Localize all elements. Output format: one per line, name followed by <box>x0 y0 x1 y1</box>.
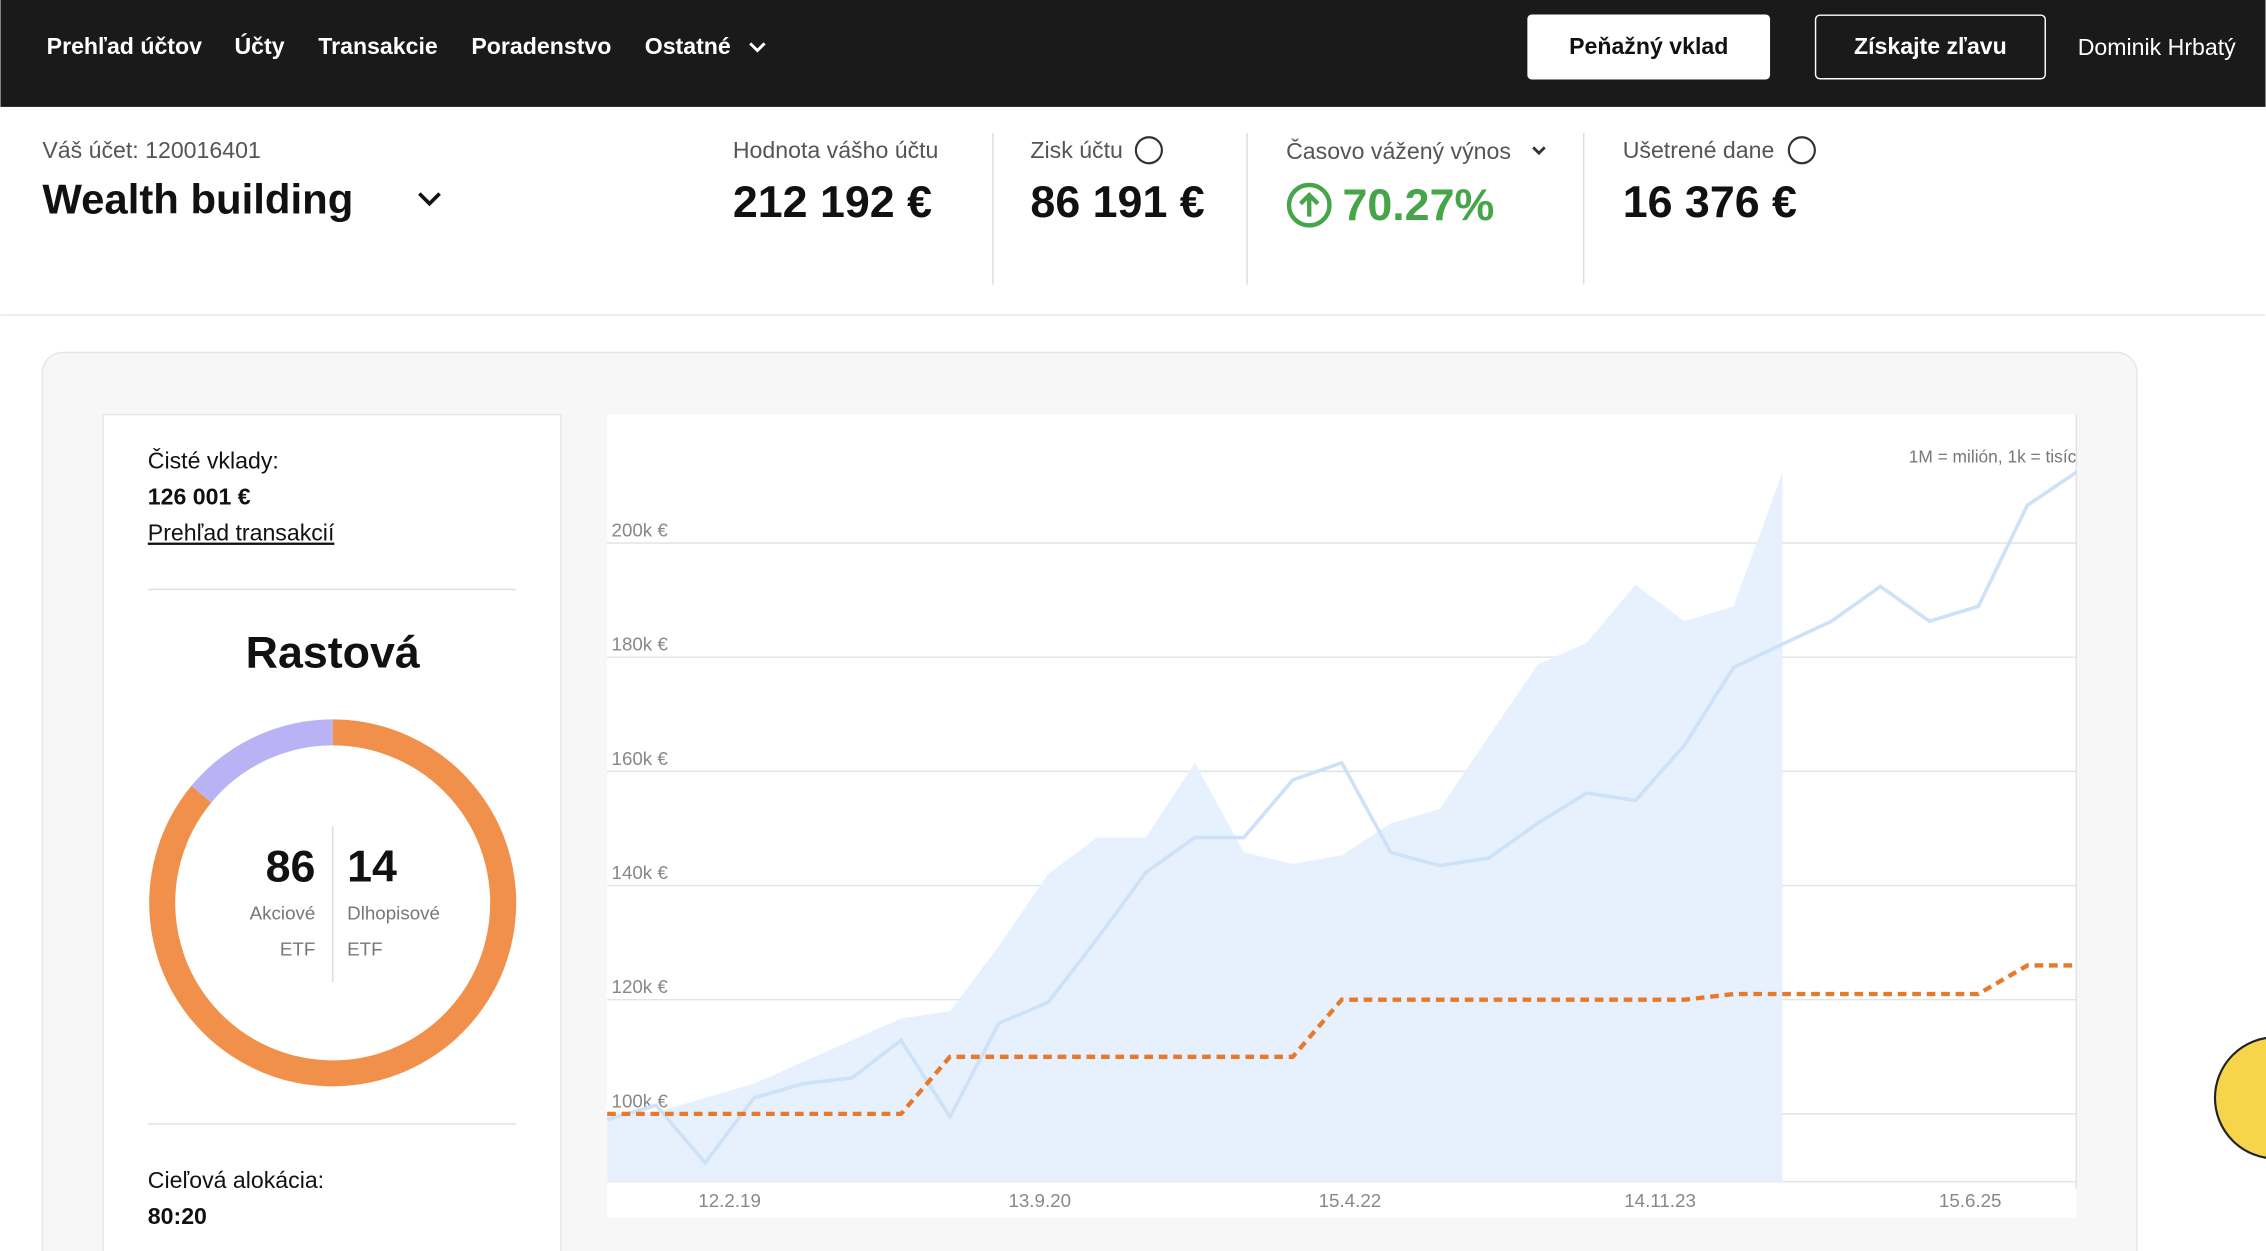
x-tick-label: 13.9.20 <box>1008 1190 1071 1211</box>
nav-item[interactable]: Poradenstvo <box>471 33 611 59</box>
stat-label: Ušetrené dane <box>1623 137 1775 163</box>
allocation-label: Dlhopisové <box>347 902 440 923</box>
allocation-label: ETF <box>347 938 382 959</box>
nav-item[interactable]: Účty <box>234 32 284 59</box>
button-label: Získajte zľavu <box>1854 33 2007 59</box>
stat-value: 86 191 € <box>1030 177 1204 227</box>
nav-item[interactable]: Prehľad účtov <box>47 33 202 59</box>
account-name[interactable]: Wealth building <box>42 175 353 222</box>
target-value: 80:20 <box>148 1203 207 1229</box>
donut: 86 Akciové ETF 14 Dlhopisové ETF <box>149 719 517 1087</box>
x-tick-label: 12.2.19 <box>698 1190 761 1211</box>
donut-segment <box>191 719 333 803</box>
stat-label[interactable]: Časovo vážený výnos <box>1286 137 1511 164</box>
chevron[interactable] <box>1532 146 1546 156</box>
button-label: Peňažný vklad <box>1569 33 1728 59</box>
info-icon[interactable] <box>1134 136 1163 165</box>
value-line <box>606 470 2078 1166</box>
chat-button[interactable] <box>2213 1036 2266 1159</box>
y-tick-label: 140k € <box>612 862 669 883</box>
account-number: Váš účet: 120016401 <box>42 137 260 163</box>
allocation-label: Akciové <box>250 902 316 923</box>
y-tick-label: 120k € <box>612 976 669 997</box>
deposit-button[interactable] <box>1527 14 1771 80</box>
stat-label: Hodnota vášho účtu <box>733 137 939 163</box>
deposits-value: 126 001 € <box>148 483 251 509</box>
area <box>607 472 1783 1182</box>
stat-value: 16 376 € <box>1623 177 1797 227</box>
y-tick-label: 160k € <box>612 748 669 769</box>
user-name[interactable]: Dominik Hrbatý <box>2078 34 2236 60</box>
donut-segment <box>149 719 517 1087</box>
y-tick-label: 200k € <box>612 519 669 540</box>
stat-label: Zisk účtu <box>1030 137 1122 163</box>
allocation-label: ETF <box>280 938 315 959</box>
transactions-link[interactable]: Prehľad transakcií <box>148 520 335 546</box>
x-tick-label: 15.6.25 <box>1939 1190 2002 1211</box>
info-icon[interactable] <box>1787 136 1816 165</box>
chart: 100k €120k €140k €160k €180k €200k €12.2… <box>606 414 2078 1211</box>
stat-value: 212 192 € <box>733 177 932 227</box>
chevron[interactable] <box>418 192 441 207</box>
stat-value: 70.27% <box>1342 180 1494 230</box>
nav-item[interactable]: Transakcie <box>318 33 438 59</box>
deposits-label: Čisté vklady: <box>148 446 279 473</box>
annotation: 1M = milión, 1k = tisíc <box>1909 447 2077 467</box>
strategy-name: Rastová <box>246 628 420 678</box>
discount-button[interactable] <box>1814 14 2046 80</box>
chevron <box>749 42 766 53</box>
nav-item[interactable]: Ostatné <box>645 33 731 59</box>
x-tick-label: 14.11.23 <box>1624 1190 1696 1211</box>
allocation-value: 86 <box>266 841 316 891</box>
up-arrow <box>1299 191 1320 217</box>
deposit-line <box>607 963 2077 1117</box>
top-bar <box>0 0 2266 107</box>
allocation-value: 14 <box>347 841 397 891</box>
y-tick-label: 180k € <box>612 634 669 655</box>
up-icon <box>1286 182 1332 228</box>
x-tick-label: 15.4.22 <box>1319 1190 1382 1211</box>
target-label: Cieľová alokácia: <box>148 1167 324 1193</box>
